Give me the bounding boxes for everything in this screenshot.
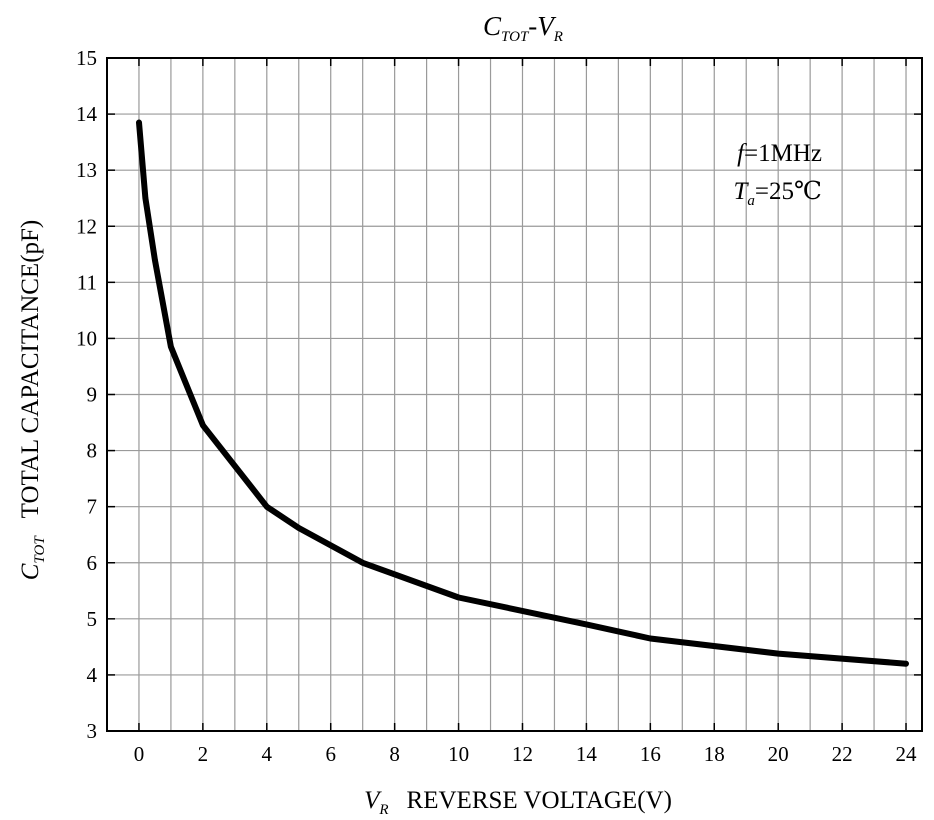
- x-tick-labels: 0 2 4 6 8 10 12 14 16 18 20 22 24: [134, 742, 917, 766]
- y-tick-label: 8: [87, 439, 98, 463]
- tick-marks: [107, 57, 922, 732]
- y-tick-label: 15: [76, 46, 97, 70]
- x-axis-label: VR REVERSE VOLTAGE(V): [364, 787, 672, 818]
- frequency-value: =1MHz: [744, 140, 822, 167]
- capacitance-curve: [136, 119, 909, 667]
- x-tick-label: 12: [512, 742, 533, 766]
- y-tick-label: 13: [76, 158, 97, 182]
- frequency-symbol: f: [737, 140, 747, 167]
- temperature-symbol: T: [734, 178, 750, 205]
- y-tick-label: 6: [87, 551, 98, 575]
- title-main: C: [483, 11, 502, 41]
- x-tick-label: 14: [576, 742, 598, 766]
- y-tick-label: 10: [76, 326, 97, 350]
- y-tick-label: 4: [87, 663, 98, 687]
- chart-title: CTOT-VR: [483, 11, 563, 45]
- y-tick-labels: 3 4 5 6 7 8 9 10 11 12 13 14 15: [76, 46, 98, 743]
- x-tick-label: 22: [832, 742, 853, 766]
- y-tick-label: 12: [76, 214, 97, 238]
- title-sep-subscript: R: [553, 29, 563, 45]
- y-tick-label: 9: [87, 383, 98, 407]
- grid-lines: [106, 58, 922, 731]
- x-tick-label: 4: [262, 742, 273, 766]
- y-tick-label: 7: [87, 495, 98, 519]
- x-axis-symbol-subscript: R: [378, 802, 388, 818]
- y-axis-label: CTOT TOTAL CAPACITANCE(pF): [17, 220, 48, 581]
- title-main-subscript: TOT: [501, 29, 530, 45]
- temperature-value: =25℃: [755, 178, 822, 205]
- y-tick-label: 14: [76, 102, 98, 126]
- x-tick-label: 10: [448, 742, 469, 766]
- temperature-annotation: Ta=25℃: [734, 178, 822, 209]
- plot-frame: [106, 57, 923, 732]
- x-tick-label: 8: [389, 742, 400, 766]
- x-tick-label: 16: [640, 742, 661, 766]
- x-tick-label: 24: [896, 742, 918, 766]
- x-axis-text: REVERSE VOLTAGE(V): [407, 787, 672, 814]
- y-tick-label: 11: [77, 270, 97, 294]
- y-axis-symbol-subscript: TOT: [32, 535, 48, 564]
- x-tick-label: 20: [768, 742, 789, 766]
- frequency-annotation: f=1MHz: [737, 140, 822, 167]
- y-axis-text: TOTAL CAPACITANCE(pF): [17, 220, 44, 519]
- y-tick-label: 3: [87, 719, 98, 743]
- y-tick-label: 5: [87, 607, 98, 631]
- y-axis-symbol: C: [17, 563, 44, 580]
- title-separator: -V: [528, 11, 557, 41]
- x-tick-label: 0: [134, 742, 145, 766]
- x-axis-symbol: V: [364, 787, 382, 814]
- x-tick-label: 18: [704, 742, 725, 766]
- temperature-subscript: a: [747, 193, 755, 209]
- x-tick-label: 2: [198, 742, 209, 766]
- x-tick-label: 6: [325, 742, 336, 766]
